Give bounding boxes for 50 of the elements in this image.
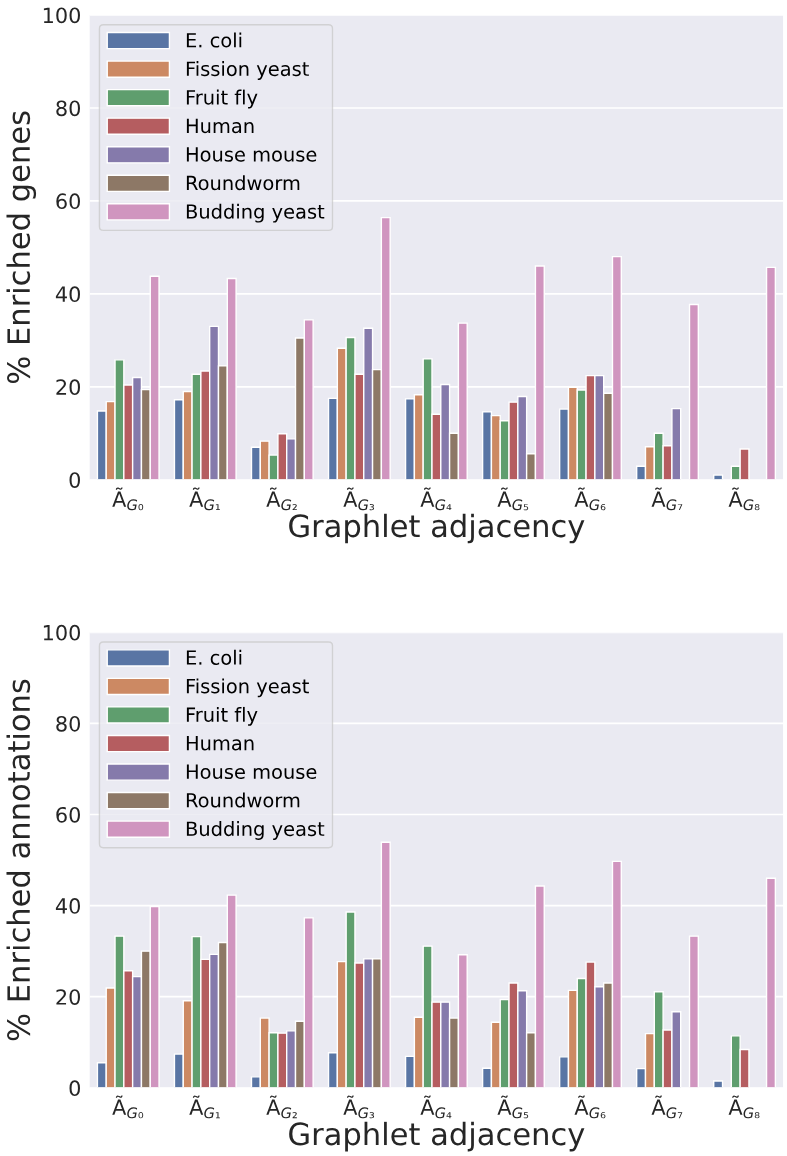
y-tick-label: 40 (55, 286, 80, 303)
x-tick-label: Ã$_{G₇}$ (651, 487, 683, 511)
legend-label: House mouse (186, 147, 317, 162)
x-tick-label: Ã$_{G₄}$ (420, 1095, 452, 1119)
legend-label: House mouse (186, 764, 317, 780)
x-tick-label: Ã$_{G₂}$ (266, 487, 297, 511)
legend-label: Human (186, 736, 254, 751)
y-tick-label: 0 (69, 1080, 80, 1097)
y-tick-label: 40 (55, 898, 80, 914)
x-tick-label: Ã$_{G₃}$ (343, 1095, 375, 1119)
y-axis-title: % Enriched genes (6, 111, 37, 384)
legend-label: Fission yeast (186, 61, 309, 80)
x-tick-label: Ã$_{G₈}$ (728, 487, 760, 511)
x-tick-label: Ã$_{G₃}$ (343, 487, 375, 511)
legend-label: Fruit fly (186, 89, 258, 109)
legend-label: E. coli (186, 649, 242, 665)
legend-label: E. coli (186, 32, 242, 48)
x-tick-label: Ã$_{G₂}$ (266, 1095, 297, 1119)
legend-label: Human (186, 118, 254, 134)
x-tick-label: Ã$_{G₀}$ (112, 1095, 144, 1119)
y-tick-label: 80 (56, 100, 80, 117)
x-tick-label: Ã$_{G₄}$ (420, 487, 452, 511)
bar (713, 474, 724, 480)
y-axis-title: % Enriched annotations (6, 679, 31, 1041)
x-tick-label: Ã$_{G₅}$ (497, 1095, 529, 1119)
legend-label: Fruit fly (186, 706, 258, 726)
x-tick-label: Ã$_{G₁}$ (189, 487, 220, 511)
y-tick-label: 80 (56, 715, 80, 732)
y-tick-label: 60 (56, 806, 80, 823)
legend-label: Roundworm (186, 792, 300, 808)
y-tick-label: 20 (56, 989, 80, 1005)
x-tick-label: Ã$_{G₈}$ (728, 1095, 760, 1119)
y-tick-label: 20 (56, 379, 80, 396)
x-tick-label: Ã$_{G₁}$ (189, 1095, 220, 1119)
x-tick-label: Ã$_{G₅}$ (497, 487, 529, 511)
y-tick-label: 100 (43, 7, 80, 24)
x-axis-title: Graphlet adjacency (289, 1121, 585, 1152)
x-tick-label: Ã$_{G₆}$ (574, 487, 606, 511)
y-tick-label: 60 (56, 193, 80, 210)
x-tick-label: Ã$_{G₇}$ (651, 1095, 683, 1119)
legend-label: Fission yeast (186, 678, 309, 698)
bar (713, 1080, 724, 1088)
legend-label: Budding yeast (186, 821, 325, 840)
x-tick-label: Ã$_{G₀}$ (112, 487, 144, 511)
x-tick-label: Ã$_{G₆}$ (574, 1095, 606, 1119)
y-tick-label: 0 (69, 472, 80, 488)
y-tick-label: 100 (43, 624, 80, 641)
legend-label: Budding yeast (186, 203, 325, 223)
x-axis-title: Graphlet adjacency (289, 513, 585, 544)
legend-label: Roundworm (186, 175, 300, 191)
